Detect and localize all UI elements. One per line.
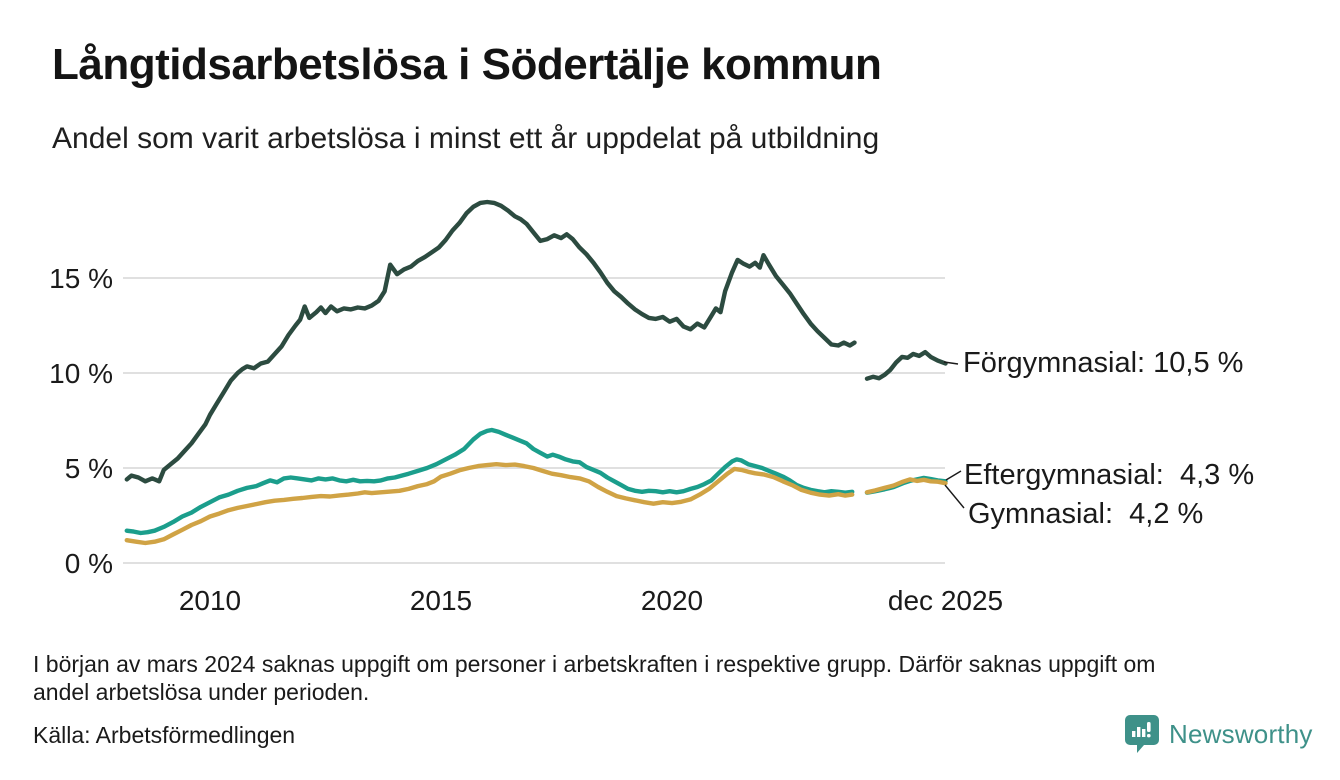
connector-eftergymnasial bbox=[945, 470, 962, 481]
y-tick-label: 10 % bbox=[49, 358, 113, 389]
series-line-gymnasial bbox=[864, 477, 948, 495]
connector-forgymnasial bbox=[943, 361, 959, 365]
axis-layer: 0 % 5 % 10 % 15 % 2010 2015 2020 dec 2025 bbox=[49, 263, 1003, 616]
newsworthy-wordmark: Newsworthy bbox=[1169, 718, 1313, 749]
source-text: Källa: Arbetsförmedlingen bbox=[33, 722, 296, 748]
page-title: Långtidsarbetslösa i Södertälje kommun bbox=[52, 40, 882, 89]
y-tick-label: 5 % bbox=[65, 453, 113, 484]
series-line-eftergymnasial bbox=[124, 427, 855, 536]
footnote-line2: andel arbetslösa under perioden. bbox=[33, 679, 370, 705]
speech-bubble-bar-chart-icon bbox=[1125, 715, 1159, 753]
series-layer bbox=[124, 199, 948, 546]
series-end-label-eftergymnasial: Eftergymnasial: 4,3 % bbox=[964, 459, 1255, 491]
x-tick-label: 2015 bbox=[410, 585, 472, 616]
newsworthy-logo: Newsworthy bbox=[1124, 714, 1313, 754]
footnote: I början av mars 2024 saknas uppgift om … bbox=[33, 650, 1303, 706]
series-end-label-gymnasial: Gymnasial: 4,2 % bbox=[968, 498, 1204, 530]
x-tick-label: dec 2025 bbox=[888, 585, 1003, 616]
x-tick-label: 2010 bbox=[179, 585, 241, 616]
series-line-förgymnasial bbox=[124, 199, 857, 484]
series-line-gymnasial bbox=[124, 462, 855, 546]
series-end-label-forgymnasial: Förgymnasial: 10,5 % bbox=[963, 347, 1244, 379]
page-subtitle: Andel som varit arbetslösa i minst ett å… bbox=[52, 122, 880, 155]
footnote-line1: I början av mars 2024 saknas uppgift om … bbox=[33, 651, 1156, 677]
label-connectors bbox=[943, 361, 965, 509]
x-tick-label: 2020 bbox=[641, 585, 703, 616]
series-line-förgymnasial bbox=[864, 349, 948, 381]
connector-gymnasial bbox=[944, 484, 965, 509]
grid-layer bbox=[123, 277, 945, 564]
y-tick-label: 0 % bbox=[65, 548, 113, 579]
y-tick-label: 15 % bbox=[49, 263, 113, 294]
